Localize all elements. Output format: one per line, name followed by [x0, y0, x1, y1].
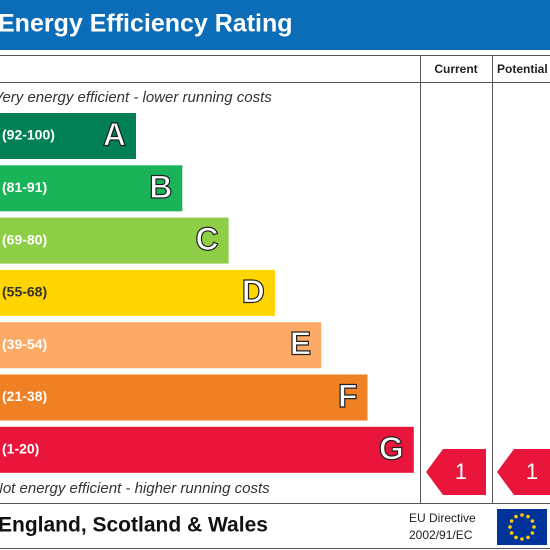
eu-star	[526, 535, 530, 540]
bands: (92-100) A (81-91) B (69-80) C (55-68) D (39-54)…	[0, 113, 414, 473]
eu-star	[509, 519, 514, 523]
frame	[0, 55, 550, 549]
header-bar	[0, 0, 550, 50]
eu-stars	[508, 513, 536, 541]
band-range: (81-91)	[2, 179, 47, 195]
band-bar	[0, 269, 275, 316]
band-bar	[0, 374, 368, 421]
eu-star	[520, 513, 524, 517]
eu-star	[514, 535, 518, 540]
band-bar	[0, 426, 414, 473]
band-range: (92-100)	[2, 127, 55, 143]
band-range: (39-54)	[2, 336, 47, 352]
eu-star	[526, 514, 530, 519]
band-range: (69-80)	[2, 231, 47, 247]
band-letter: F	[338, 378, 358, 414]
band-bar	[0, 322, 322, 369]
eu-star	[514, 514, 518, 519]
eu-star	[508, 525, 512, 529]
band-letter: G	[379, 430, 404, 466]
directive: EU Directive	[409, 511, 476, 525]
potential-rating: 1	[526, 459, 538, 484]
current-rating: 1	[455, 459, 467, 484]
band-bar	[0, 165, 183, 212]
eu-star	[530, 519, 535, 523]
band-bar	[0, 113, 136, 159]
eu-star	[509, 531, 514, 535]
band-range: (55-68)	[2, 284, 47, 300]
eu-star	[520, 537, 524, 541]
band-bar	[0, 217, 229, 264]
band-range: (21-38)	[2, 388, 47, 404]
region: England, Scotland & Wales	[0, 514, 268, 537]
current-arrow	[426, 449, 486, 495]
potential-arrow	[497, 449, 550, 495]
top-note: Very energy efficient - lower running co…	[0, 89, 272, 106]
band-letter: A	[103, 116, 126, 152]
eu-star	[532, 525, 536, 529]
band-letter: C	[195, 221, 218, 257]
column-header: Current	[434, 62, 477, 76]
band-range: (1-20)	[2, 441, 39, 457]
eu-star	[530, 531, 535, 535]
column-header: Potential	[497, 62, 548, 76]
band-letter: E	[290, 326, 311, 362]
band-letter: D	[242, 273, 265, 309]
title: Energy Efficiency Rating	[0, 10, 293, 38]
bottom-note: Not energy efficient - higher running co…	[0, 480, 270, 497]
directive: 2002/91/EC	[409, 528, 473, 542]
band-letter: B	[149, 169, 172, 205]
